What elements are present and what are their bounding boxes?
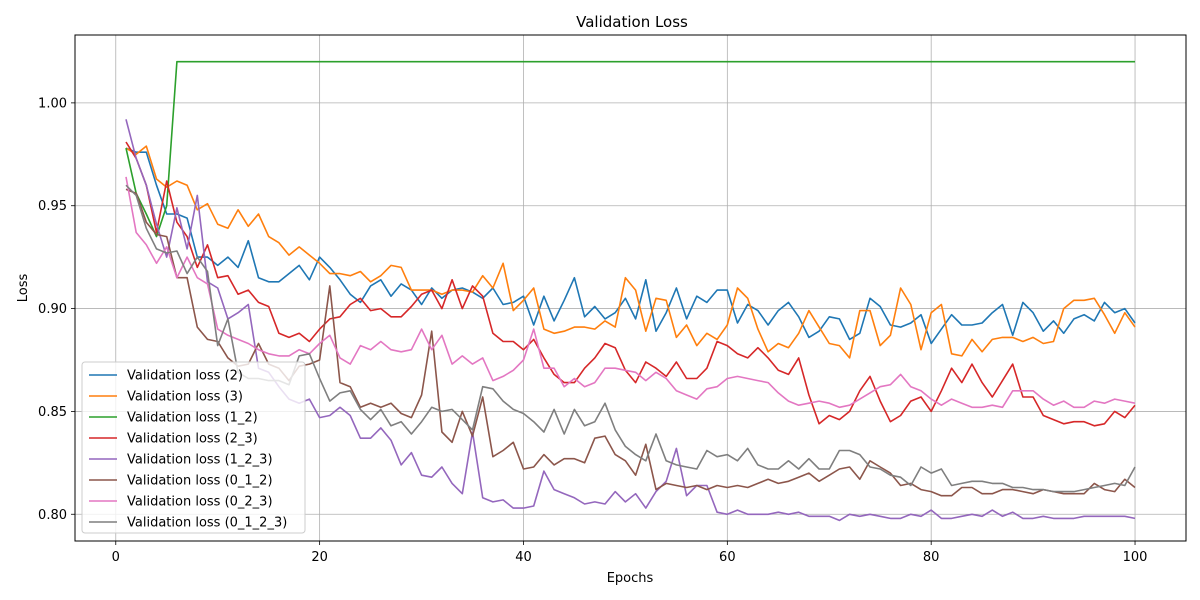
y-tick-label: 0.80 [38,508,67,523]
x-tick-label: 60 [719,550,736,565]
legend: Validation loss (2) Validation loss (3) Va… [81,361,306,534]
legend-entry-label: Validation loss (1_2) [127,411,258,426]
series-line-6 [125,176,1136,409]
y-axis-label: Loss [16,274,31,303]
x-axis: 0 20 40 60 80 100 [112,541,1148,565]
series-line-3 [125,141,1136,427]
legend-entry-label: Validation loss (2) [127,369,243,384]
x-tick-label: 80 [923,550,940,565]
y-axis: 0.80 0.85 0.90 0.95 1.00 [38,96,75,523]
y-tick-label: 0.85 [38,405,67,420]
legend-entry-label: Validation loss (3) [127,390,243,405]
x-tick-label: 100 [1123,550,1148,565]
legend-entry-label: Validation loss (1_2_3) [127,453,273,468]
chart-title: Validation Loss [576,13,688,31]
legend-entry-label: Validation loss (0_1_2) [127,474,273,489]
y-tick-label: 0.90 [38,302,67,317]
series-line-0 [125,147,1136,345]
y-tick-label: 0.95 [38,199,67,214]
x-axis-label: Epochs [607,571,654,586]
legend-box [81,361,306,534]
legend-entry-label: Validation loss (0_2_3) [127,495,273,510]
x-tick-label: 40 [515,550,532,565]
series-line-2 [125,60,1135,238]
legend-entry-label: Validation loss (0_1_2_3) [127,516,287,531]
plot-frame [74,34,1187,542]
x-tick-label: 0 [112,550,120,565]
series-line-1 [125,145,1136,359]
x-tick-label: 20 [311,550,328,565]
y-tick-label: 1.00 [38,96,67,111]
legend-entry-label: Validation loss (2_3) [127,432,258,447]
